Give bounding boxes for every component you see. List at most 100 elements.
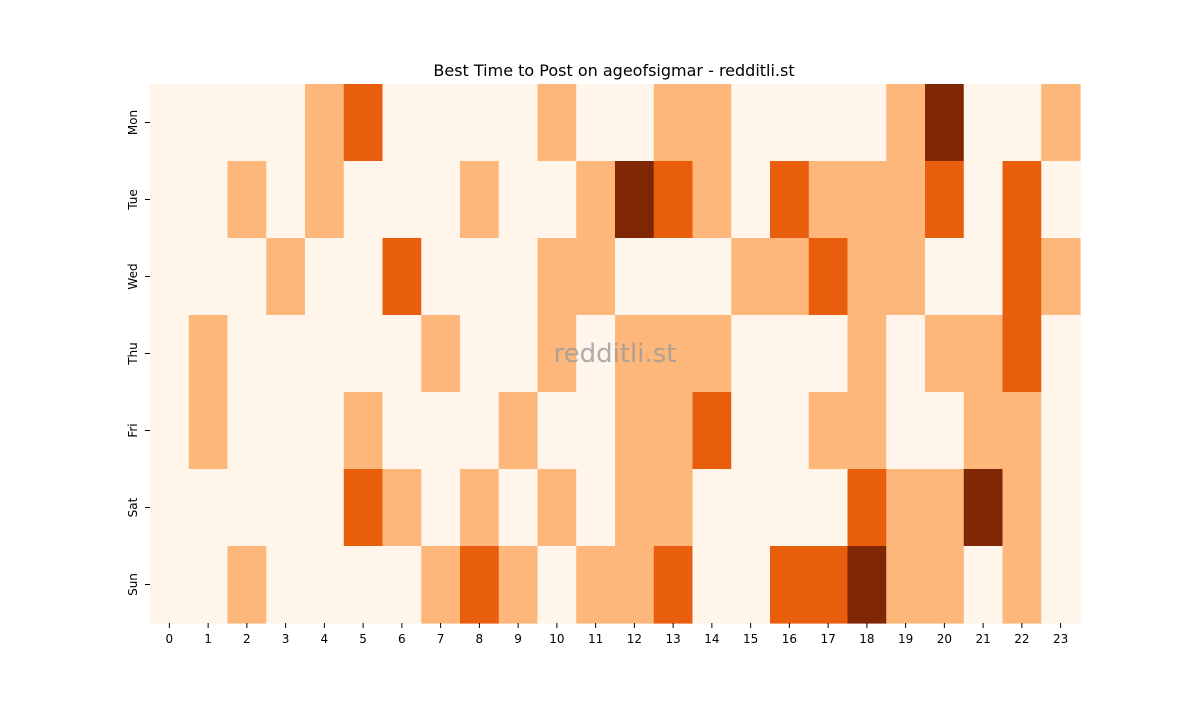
heatmap-cell-sat-2 bbox=[227, 469, 267, 547]
heatmap-cell-wed-17 bbox=[808, 238, 849, 316]
heatmap-cell-mon-21 bbox=[963, 84, 1004, 162]
x-tick-label: 12 bbox=[627, 632, 642, 646]
heatmap-cell-fri-16 bbox=[770, 392, 810, 470]
heatmap-cell-sat-5 bbox=[343, 469, 384, 547]
heatmap-cell-fri-3 bbox=[266, 392, 306, 470]
heatmap-cell-sat-9 bbox=[498, 469, 539, 547]
heatmap-cell-thu-23 bbox=[1041, 315, 1081, 393]
heatmap-cell-thu-2 bbox=[227, 315, 267, 393]
heatmap-cell-wed-20 bbox=[925, 238, 965, 316]
heatmap-cell-sat-6 bbox=[382, 469, 422, 547]
heatmap-cell-sun-19 bbox=[886, 546, 926, 624]
heatmap-cell-thu-6 bbox=[382, 315, 422, 393]
heatmap-cell-mon-12 bbox=[615, 84, 655, 162]
heatmap-cell-wed-18 bbox=[847, 238, 887, 316]
heatmap-cell-fri-23 bbox=[1041, 392, 1081, 470]
heatmap-cell-wed-2 bbox=[227, 238, 267, 316]
heatmap-cell-tue-0 bbox=[150, 161, 190, 239]
heatmap-cell-sun-23 bbox=[1041, 546, 1081, 624]
heatmap-cell-wed-11 bbox=[576, 238, 616, 316]
heatmap-cell-fri-17 bbox=[808, 392, 849, 470]
heatmap-cell-tue-23 bbox=[1041, 161, 1081, 239]
heatmap-cell-mon-13 bbox=[653, 84, 694, 162]
heatmap-cell-thu-17 bbox=[808, 315, 849, 393]
heatmap-cell-fri-13 bbox=[653, 392, 694, 470]
heatmap-cell-sat-20 bbox=[925, 469, 965, 547]
heatmap-cell-sat-3 bbox=[266, 469, 306, 547]
heatmap-cell-wed-15 bbox=[731, 238, 771, 316]
x-tick-label: 1 bbox=[204, 632, 212, 646]
heatmap-cell-wed-21 bbox=[963, 238, 1004, 316]
heatmap-cell-mon-8 bbox=[460, 84, 500, 162]
heatmap-cell-fri-8 bbox=[460, 392, 500, 470]
x-tick-label: 19 bbox=[898, 632, 913, 646]
heatmap-cell-fri-5 bbox=[343, 392, 384, 470]
heatmap-cell-fri-19 bbox=[886, 392, 926, 470]
heatmap-cell-sun-3 bbox=[266, 546, 306, 624]
heatmap-cell-fri-15 bbox=[731, 392, 771, 470]
x-tick-label: 22 bbox=[1014, 632, 1029, 646]
heatmap-cell-sun-1 bbox=[188, 546, 229, 624]
heatmap-cell-sun-13 bbox=[653, 546, 694, 624]
heatmap-cell-mon-17 bbox=[808, 84, 849, 162]
heatmap-cell-thu-16 bbox=[770, 315, 810, 393]
heatmap-cell-mon-1 bbox=[188, 84, 229, 162]
heatmap-cell-wed-1 bbox=[188, 238, 229, 316]
heatmap-cell-tue-12 bbox=[615, 161, 655, 239]
heatmap-cell-fri-20 bbox=[925, 392, 965, 470]
heatmap-cell-thu-19 bbox=[886, 315, 926, 393]
heatmap-cell-tue-19 bbox=[886, 161, 926, 239]
heatmap-cell-tue-14 bbox=[692, 161, 732, 239]
heatmap-cell-wed-16 bbox=[770, 238, 810, 316]
heatmap-cell-wed-4 bbox=[305, 238, 345, 316]
heatmap-cell-sun-0 bbox=[150, 546, 190, 624]
heatmap-cell-thu-11 bbox=[576, 315, 616, 393]
heatmap-cell-thu-10 bbox=[537, 315, 577, 393]
x-tick-label: 17 bbox=[820, 632, 835, 646]
heatmap-cell-sat-19 bbox=[886, 469, 926, 547]
heatmap-cell-sat-23 bbox=[1041, 469, 1081, 547]
heatmap-cells bbox=[150, 84, 1081, 624]
heatmap-cell-sat-8 bbox=[460, 469, 500, 547]
x-tick-label: 18 bbox=[859, 632, 874, 646]
heatmap-cell-mon-5 bbox=[343, 84, 384, 162]
heatmap-cell-wed-12 bbox=[615, 238, 655, 316]
heatmap-cell-tue-1 bbox=[188, 161, 229, 239]
heatmap-cell-sat-4 bbox=[305, 469, 345, 547]
heatmap-cell-sat-0 bbox=[150, 469, 190, 547]
watermark: redditli.st bbox=[554, 339, 677, 369]
heatmap-cell-tue-20 bbox=[925, 161, 965, 239]
x-tick-label: 4 bbox=[321, 632, 329, 646]
heatmap-cell-sun-20 bbox=[925, 546, 965, 624]
heatmap-cell-thu-22 bbox=[1002, 315, 1042, 393]
heatmap-cell-mon-18 bbox=[847, 84, 887, 162]
heatmap-cell-sat-16 bbox=[770, 469, 810, 547]
heatmap-cell-tue-3 bbox=[266, 161, 306, 239]
heatmap-cell-fri-11 bbox=[576, 392, 616, 470]
heatmap-cell-thu-18 bbox=[847, 315, 887, 393]
heatmap-cell-tue-11 bbox=[576, 161, 616, 239]
heatmap-cell-wed-9 bbox=[498, 238, 539, 316]
y-tick-label: Thu bbox=[126, 342, 140, 366]
heatmap-cell-mon-2 bbox=[227, 84, 267, 162]
heatmap-cell-fri-14 bbox=[692, 392, 732, 470]
heatmap-cell-sun-4 bbox=[305, 546, 345, 624]
x-tick-label: 0 bbox=[166, 632, 174, 646]
y-tick-label: Mon bbox=[126, 110, 140, 135]
heatmap-cell-mon-14 bbox=[692, 84, 732, 162]
x-tick-label: 8 bbox=[476, 632, 484, 646]
heatmap-cell-thu-13 bbox=[653, 315, 694, 393]
heatmap-cell-wed-23 bbox=[1041, 238, 1081, 316]
heatmap-cell-fri-7 bbox=[421, 392, 461, 470]
heatmap-cell-mon-22 bbox=[1002, 84, 1042, 162]
heatmap-cell-sun-9 bbox=[498, 546, 539, 624]
heatmap-cell-sun-2 bbox=[227, 546, 267, 624]
heatmap-cell-thu-8 bbox=[460, 315, 500, 393]
heatmap-cell-sun-7 bbox=[421, 546, 461, 624]
heatmap-cell-sun-5 bbox=[343, 546, 384, 624]
heatmap-cell-fri-1 bbox=[188, 392, 229, 470]
chart-title: Best Time to Post on ageofsigmar - reddi… bbox=[433, 61, 794, 80]
x-tick-label: 13 bbox=[665, 632, 680, 646]
x-tick-label: 21 bbox=[975, 632, 990, 646]
